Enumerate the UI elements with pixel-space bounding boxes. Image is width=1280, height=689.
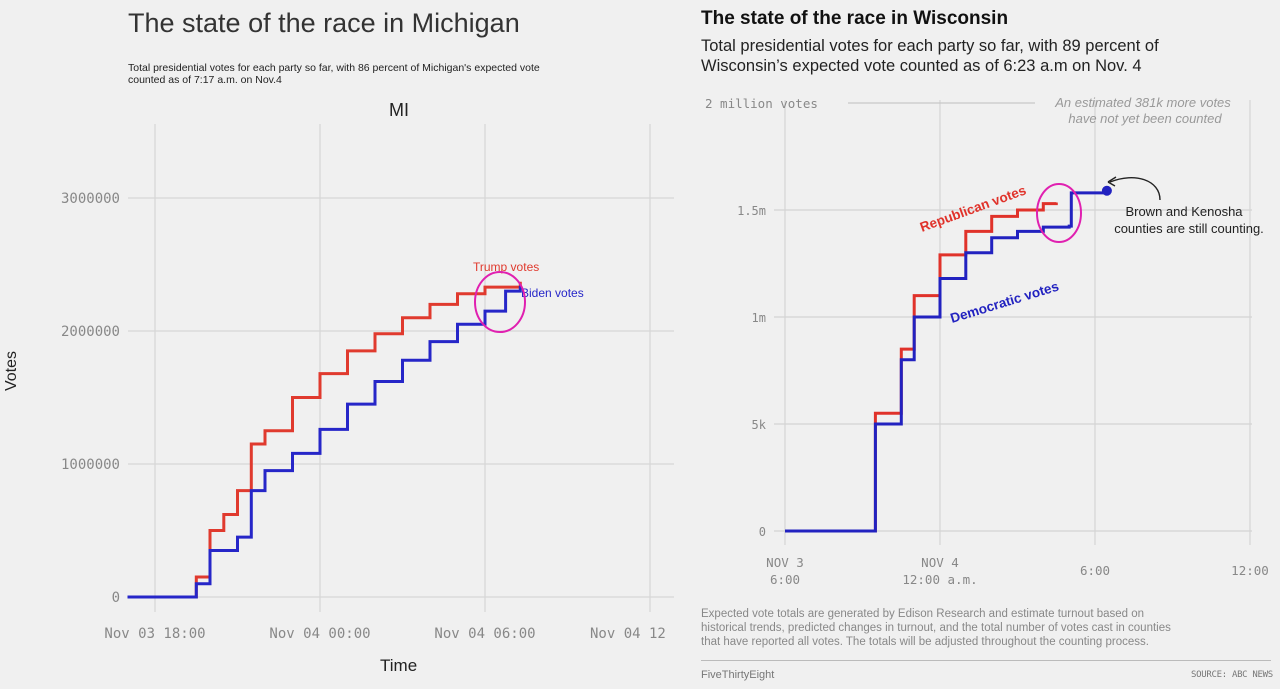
michigan-x-axis-label: Time [380,656,418,675]
michigan-x-tick-label: Nov 04 06:00 [434,626,535,642]
wisconsin-footnote-line3: that have reported all votes. The totals… [701,636,1149,648]
uncounted-votes-note-line1: An estimated 381k more votes [1054,95,1231,110]
michigan-x-tick-label: Nov 04 00:00 [269,626,370,642]
fivethirtyeight-credit: FiveThirtyEight [701,669,775,681]
wisconsin-y-tick-label: 5k [752,418,767,432]
michigan-chart: 0 1000000 2000000 3000000 Nov 03 18:00 Nov 04… [61,124,674,642]
republican-votes-label: Republican votes [918,182,1028,234]
democratic-votes-end-dot [1101,185,1112,196]
wisconsin-chart: 0 5k 1m 1.5m 2 million votes NOV 3 6:00 NOV 4 12… [705,95,1269,587]
counties-note-arrow [1109,177,1161,201]
wisconsin-x-tick-label: 12:00 [1231,563,1269,578]
wisconsin-x-tick-label: 6:00 [770,572,800,587]
michigan-subtitle-line2: counted as of 7:17 a.m. on Nov.4 [128,74,282,86]
wisconsin-x-tick-label: NOV 3 [766,555,804,570]
wisconsin-x-tick-label: NOV 4 [921,555,959,570]
democratic-votes-line [785,190,1107,533]
uncounted-votes-note-line2: have not yet been counted [1068,111,1222,126]
wisconsin-y-tick-label: 1.5m [737,204,766,218]
counties-note-arrowhead [1107,176,1117,187]
michigan-subtitle-line1: Total presidential votes for each party … [128,62,540,74]
trump-votes-line [127,281,522,599]
wisconsin-footnote-line2: historical trends, predicted changes in … [701,622,1171,634]
biden-votes-label: Biden votes [521,286,584,300]
michigan-y-tick-label: 1000000 [61,457,120,473]
republican-votes-line [785,202,1058,533]
michigan-y-tick-label: 2000000 [61,324,120,340]
wisconsin-y-tick-label: 0 [759,525,766,539]
michigan-highlight-circle [474,271,526,333]
michigan-x-tick-label: Nov 04 12 [590,626,666,642]
wisconsin-y-top-label: 2 million votes [705,96,818,111]
democratic-votes-label: Democratic votes [948,279,1060,326]
wisconsin-subtitle-line2: Wisconsin’s expected vote counted as of … [701,57,1142,75]
counties-note-line2: counties are still counting. [1114,221,1264,236]
wisconsin-x-tick-label: 6:00 [1080,563,1110,578]
wisconsin-x-tick-label: 12:00 a.m. [902,572,977,587]
wisconsin-highlight-circle [1036,183,1082,243]
michigan-y-axis-label: Votes [3,350,21,392]
wisconsin-footer-rule [701,660,1271,661]
source-credit: SOURCE: ABC NEWS [1191,670,1273,680]
wisconsin-panel: The state of the race in Wisconsin Total… [690,0,1280,689]
michigan-y-tick-label: 0 [112,590,120,606]
wisconsin-y-tick-label: 1m [752,311,766,325]
counties-note-line1: Brown and Kenosha [1125,204,1243,219]
michigan-x-tick-label: Nov 03 18:00 [104,626,205,642]
wisconsin-subtitle-line1: Total presidential votes for each party … [701,37,1159,55]
michigan-plot-title: MI [389,100,409,120]
wisconsin-footnote-line1: Expected vote totals are generated by Ed… [701,608,1145,620]
biden-votes-line [127,285,522,599]
michigan-y-tick-label: 3000000 [61,191,120,207]
michigan-panel: The state of the race in Michigan Total … [3,8,674,675]
wisconsin-title: The state of the race in Wisconsin [701,8,1009,29]
michigan-title: The state of the race in Michigan [128,8,520,38]
trump-votes-label: Trump votes [473,260,539,274]
